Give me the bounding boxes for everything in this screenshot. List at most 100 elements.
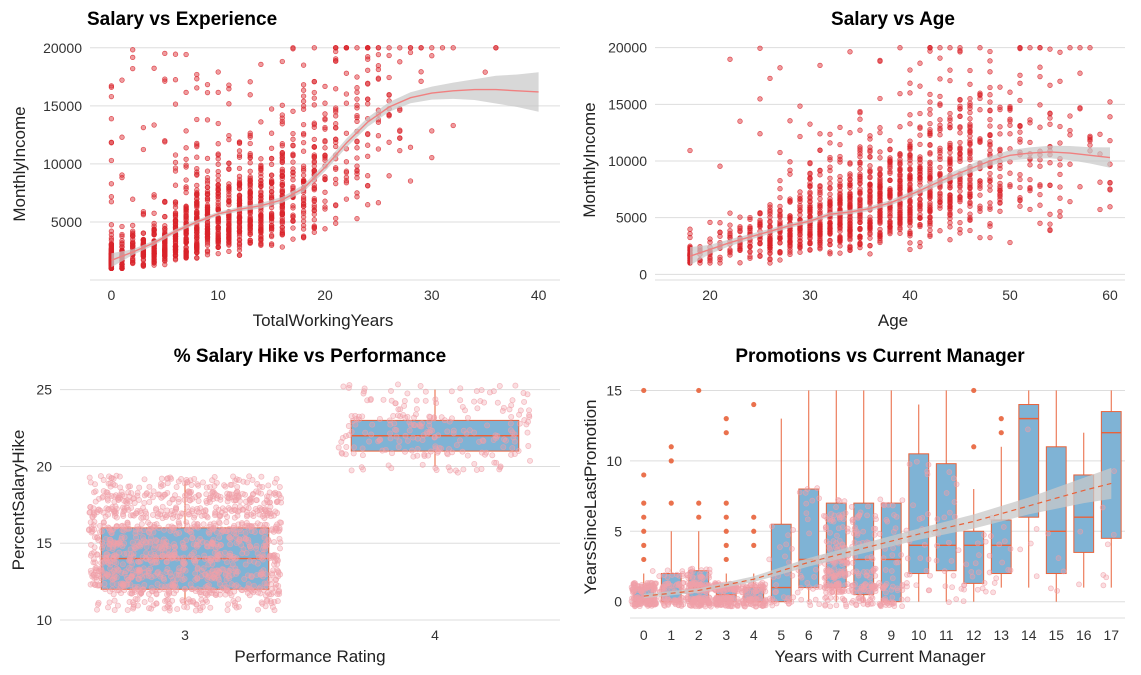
data-point [907, 175, 913, 182]
jitter-point [211, 474, 218, 480]
jitter-point [351, 444, 357, 451]
jitter-point [113, 523, 120, 530]
data-point [375, 133, 382, 139]
jitter-point [526, 413, 533, 420]
data-point [162, 223, 168, 229]
outlier-point [998, 430, 1004, 436]
data-point [987, 116, 993, 123]
data-point [450, 122, 456, 129]
data-point [365, 142, 371, 148]
data-point [226, 199, 232, 205]
jitter-point [454, 469, 461, 476]
data-point [857, 116, 863, 122]
data-point [268, 233, 275, 240]
data-point [1107, 204, 1113, 210]
data-point [354, 96, 360, 102]
jitter-point [140, 505, 146, 511]
data-point [183, 203, 189, 209]
jitter-point [266, 553, 273, 560]
data-point [1007, 122, 1013, 128]
data-point [877, 125, 883, 131]
data-point [937, 199, 943, 205]
jitter-point [200, 508, 207, 515]
x-tick-label: 10 [210, 287, 226, 303]
data-point [247, 231, 253, 237]
data-point [1067, 132, 1073, 138]
gridlines [90, 47, 560, 281]
data-point [130, 196, 136, 202]
jitter-point [143, 543, 150, 550]
data-point [757, 45, 763, 51]
data-point [333, 202, 339, 208]
data-point [172, 252, 179, 258]
jitter-point [236, 526, 243, 532]
jitter-point [231, 497, 237, 504]
data-point [1007, 118, 1013, 124]
jitter-point [225, 601, 232, 608]
jitter-point [450, 427, 457, 434]
data-point [343, 130, 350, 136]
data-point [194, 140, 200, 147]
data-point [1107, 180, 1113, 186]
jitter-point [236, 493, 242, 500]
data-point [807, 190, 813, 197]
jitter-point [185, 599, 192, 606]
data-point [787, 233, 793, 239]
jitter-point [212, 545, 219, 552]
jitter-point [132, 510, 139, 517]
data-point [300, 98, 307, 104]
data-point [937, 125, 943, 132]
data-point [226, 160, 232, 166]
data-point [947, 124, 953, 131]
data-point [797, 212, 803, 218]
jitter-point [193, 601, 200, 608]
jitter-point [131, 544, 138, 551]
data-point [717, 233, 723, 239]
data-point [847, 185, 853, 191]
data-point [375, 119, 382, 125]
x-axis-label-promotion-manager: Years with Current Manager [774, 647, 985, 666]
jitter-point [98, 567, 105, 574]
jitter-point [457, 397, 464, 404]
jitter-point [204, 598, 210, 605]
outlier-point [641, 514, 647, 520]
data-point [777, 149, 783, 156]
data-point [215, 206, 221, 213]
jitter-point [141, 599, 148, 606]
data-point [917, 206, 923, 212]
outlier-point [723, 500, 729, 506]
chart-title-salary-age: Salary vs Age [831, 9, 955, 30]
outlier-point [641, 556, 647, 563]
data-point [837, 200, 843, 206]
jitter-point [508, 413, 515, 420]
jitter-point [214, 555, 221, 562]
jitter-point [429, 427, 436, 434]
data-point [987, 123, 993, 129]
data-point [917, 165, 923, 171]
data-point [194, 225, 200, 232]
jitter-point [141, 499, 148, 506]
data-point [151, 226, 157, 233]
data-point [183, 128, 189, 134]
jitter-point [236, 537, 243, 544]
data-point [977, 192, 983, 198]
data-point [130, 243, 136, 250]
data-point [877, 193, 883, 199]
data-point [290, 183, 296, 190]
data-point [258, 223, 264, 229]
data-point [333, 165, 339, 171]
jitter-point [665, 580, 672, 587]
data-point [927, 91, 933, 98]
data-point [333, 105, 339, 111]
data-point [827, 249, 833, 255]
data-point [987, 187, 993, 193]
data-point [787, 198, 793, 204]
jitter-point [410, 422, 417, 428]
data-point [333, 176, 339, 182]
data-point [937, 193, 943, 200]
data-point [817, 62, 823, 69]
jitter-point [433, 467, 440, 473]
jitter-point [108, 530, 115, 537]
data-point [867, 184, 873, 191]
x-tick-label: 20 [702, 287, 718, 303]
